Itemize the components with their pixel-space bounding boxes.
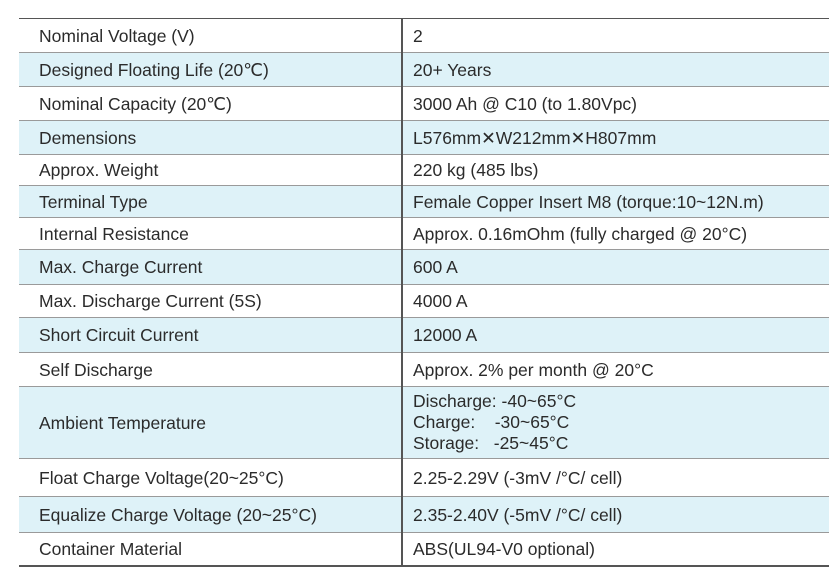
spec-row-nominal-capacity: Nominal Capacity (20℃) 3000 Ah @ C10 (to… [19, 86, 829, 121]
spec-label: Max. Discharge Current (5S) [39, 291, 262, 311]
spec-value: 600 A [401, 249, 829, 285]
spec-table: Nominal Voltage (V) 2 Designed Floating … [19, 18, 829, 567]
spec-label: Max. Charge Current [39, 257, 203, 277]
spec-row-internal-resistance: Internal Resistance Approx. 0.16mOhm (fu… [19, 217, 829, 250]
spec-row-floating-life: Designed Floating Life (20℃) 20+ Years [19, 52, 829, 87]
spec-value: 2 [401, 18, 829, 53]
spec-label: Short Circuit Current [39, 325, 199, 345]
spec-row-nominal-voltage: Nominal Voltage (V) 2 [19, 18, 829, 53]
spec-value: 20+ Years [401, 52, 829, 87]
spec-value: 220 kg (485 lbs) [401, 154, 829, 186]
spec-row-dimensions: Demensions L576mm✕W212mm✕H807mm [19, 120, 829, 155]
spec-value: ABS(UL94-V0 optional) [401, 532, 829, 566]
spec-value: 2.35-2.40V (-5mV /°C/ cell) [401, 496, 829, 533]
spec-value: Approx. 2% per month @ 20°C [401, 352, 829, 387]
spec-value: 12000 A [401, 317, 829, 353]
spec-label: Ambient Temperature [39, 412, 206, 433]
spec-row-float-charge-voltage: Float Charge Voltage(20~25°C) 2.25-2.29V… [19, 458, 829, 497]
spec-label: Approx. Weight [39, 160, 159, 180]
spec-label: Self Discharge [39, 359, 153, 380]
spec-value-line: Storage: -25~45°C [413, 433, 569, 453]
spec-label: Internal Resistance [39, 223, 189, 244]
spec-row-terminal-type: Terminal Type Female Copper Insert M8 (t… [19, 185, 829, 218]
spec-value-line: Discharge: -40~65°C [413, 391, 577, 411]
spec-value: Discharge: -40~65°C Charge: -30~65°C Sto… [401, 386, 829, 459]
spec-row-ambient-temperature: Ambient Temperature Discharge: -40~65°C … [19, 386, 829, 459]
spec-label: Terminal Type [39, 191, 148, 212]
spec-row-weight: Approx. Weight 220 kg (485 lbs) [19, 154, 829, 186]
spec-label: Float Charge Voltage(20~25°C) [39, 467, 284, 488]
spec-row-short-circuit-current: Short Circuit Current 12000 A [19, 317, 829, 353]
spec-row-max-discharge-current: Max. Discharge Current (5S) 4000 A [19, 284, 829, 318]
spec-row-container-material: Container Material ABS(UL94-V0 optional) [19, 532, 829, 566]
spec-value-line: Charge: -30~65°C [413, 412, 570, 432]
spec-value: L576mm✕W212mm✕H807mm [401, 120, 829, 155]
spec-label: Nominal Voltage (V) [39, 25, 195, 46]
spec-value: 3000 Ah @ C10 (to 1.80Vpc) [401, 86, 829, 121]
spec-label: Designed Floating Life (20℃) [39, 59, 269, 80]
spec-row-equalize-charge-voltage: Equalize Charge Voltage (20~25°C) 2.35-2… [19, 496, 829, 533]
spec-value: 2.25-2.29V (-3mV /°C/ cell) [401, 458, 829, 497]
spec-label: Container Material [39, 538, 182, 559]
spec-row-max-charge-current: Max. Charge Current 600 A [19, 249, 829, 285]
spec-label: Equalize Charge Voltage (20~25°C) [39, 504, 317, 525]
spec-value: Female Copper Insert M8 (torque:10~12N.m… [401, 185, 829, 218]
spec-label: Demensions [39, 127, 137, 148]
spec-label: Nominal Capacity (20℃) [39, 93, 232, 114]
spec-row-self-discharge: Self Discharge Approx. 2% per month @ 20… [19, 352, 829, 387]
spec-value: 4000 A [401, 284, 829, 318]
spec-value: Approx. 0.16mOhm (fully charged @ 20°C) [401, 217, 829, 250]
